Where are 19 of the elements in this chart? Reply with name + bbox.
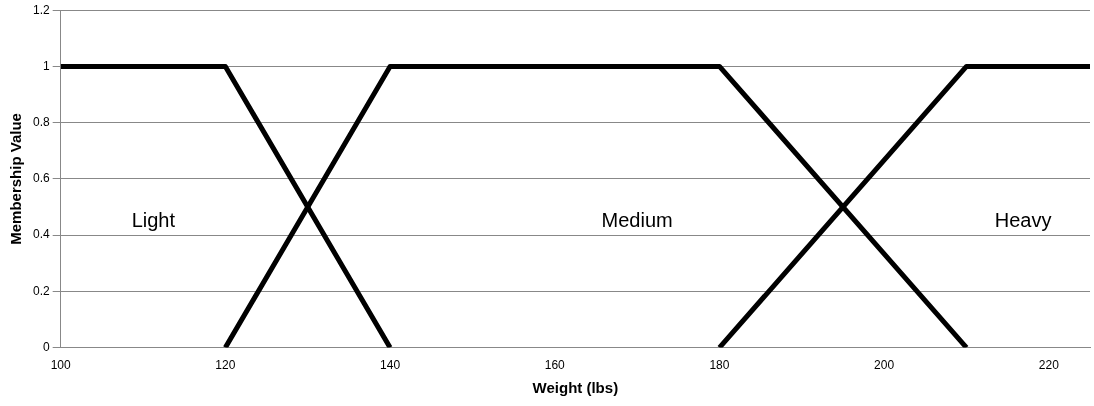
- x-tick-label: 160: [544, 358, 566, 373]
- x-tick-label: 120: [215, 358, 236, 373]
- y-tick-label: 0.8: [32, 114, 50, 129]
- y-tick-label: 1: [42, 58, 50, 73]
- y-tick-label: 0.6: [32, 171, 50, 186]
- y-tick-label: 0: [42, 339, 50, 354]
- y-tick-label: 0.4: [32, 227, 50, 242]
- y-tick-label: 0.2: [32, 283, 50, 298]
- annotation: Light: [131, 208, 176, 231]
- x-tick-label: 140: [380, 358, 401, 373]
- x-tick-label: 220: [1038, 358, 1060, 373]
- x-axis-title: Weight (lbs): [532, 379, 619, 397]
- annotation: Medium: [601, 208, 673, 231]
- y-tick-label: 1.2: [32, 2, 50, 17]
- annotation: Heavy: [994, 208, 1052, 231]
- x-tick-label: 200: [874, 358, 895, 373]
- y-axis-title: Membership Value: [7, 113, 25, 245]
- x-tick-label: 180: [709, 358, 730, 373]
- x-tick-label: 100: [50, 358, 72, 373]
